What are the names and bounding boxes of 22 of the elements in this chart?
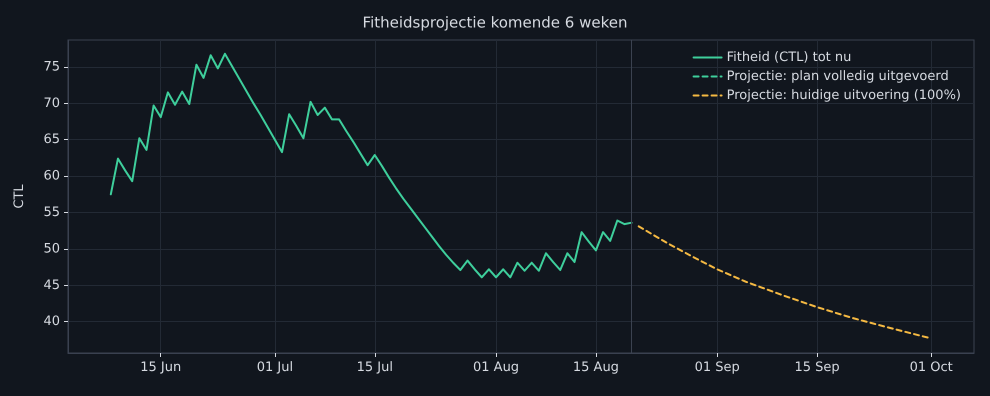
x-tick-label: 15 Jun bbox=[140, 360, 182, 375]
y-tick-label: 40 bbox=[43, 314, 60, 330]
x-tick-label: 01 Jul bbox=[256, 360, 294, 375]
y-tick-label: 70 bbox=[43, 96, 60, 111]
y-axis-title: CTL bbox=[12, 184, 27, 209]
y-tick-label: 75 bbox=[43, 59, 60, 74]
chart-title: Fitheidsprojectie komende 6 weken bbox=[362, 14, 628, 32]
y-tick-label: 55 bbox=[43, 205, 60, 220]
y-tick-label: 45 bbox=[43, 278, 60, 293]
x-tick-label: 01 Sep bbox=[694, 360, 740, 375]
legend-label: Fitheid (CTL) tot nu bbox=[726, 50, 852, 65]
x-tick-label: 15 Sep bbox=[794, 360, 840, 375]
x-tick-label: 15 Jul bbox=[356, 360, 393, 375]
y-tick-label: 65 bbox=[43, 132, 60, 148]
x-tick-label: 01 Oct bbox=[910, 360, 953, 375]
legend-label: Projectie: plan volledig uitgevoerd bbox=[726, 69, 949, 84]
x-tick-label: 01 Aug bbox=[473, 360, 520, 375]
line-series bbox=[110, 52, 633, 278]
legend-label: Projectie: huidige uitvoering (100%) bbox=[726, 88, 962, 103]
y-tick-label: 50 bbox=[43, 241, 60, 256]
x-tick-label: 15 Aug bbox=[572, 360, 619, 375]
y-tick-label: 60 bbox=[43, 168, 60, 184]
